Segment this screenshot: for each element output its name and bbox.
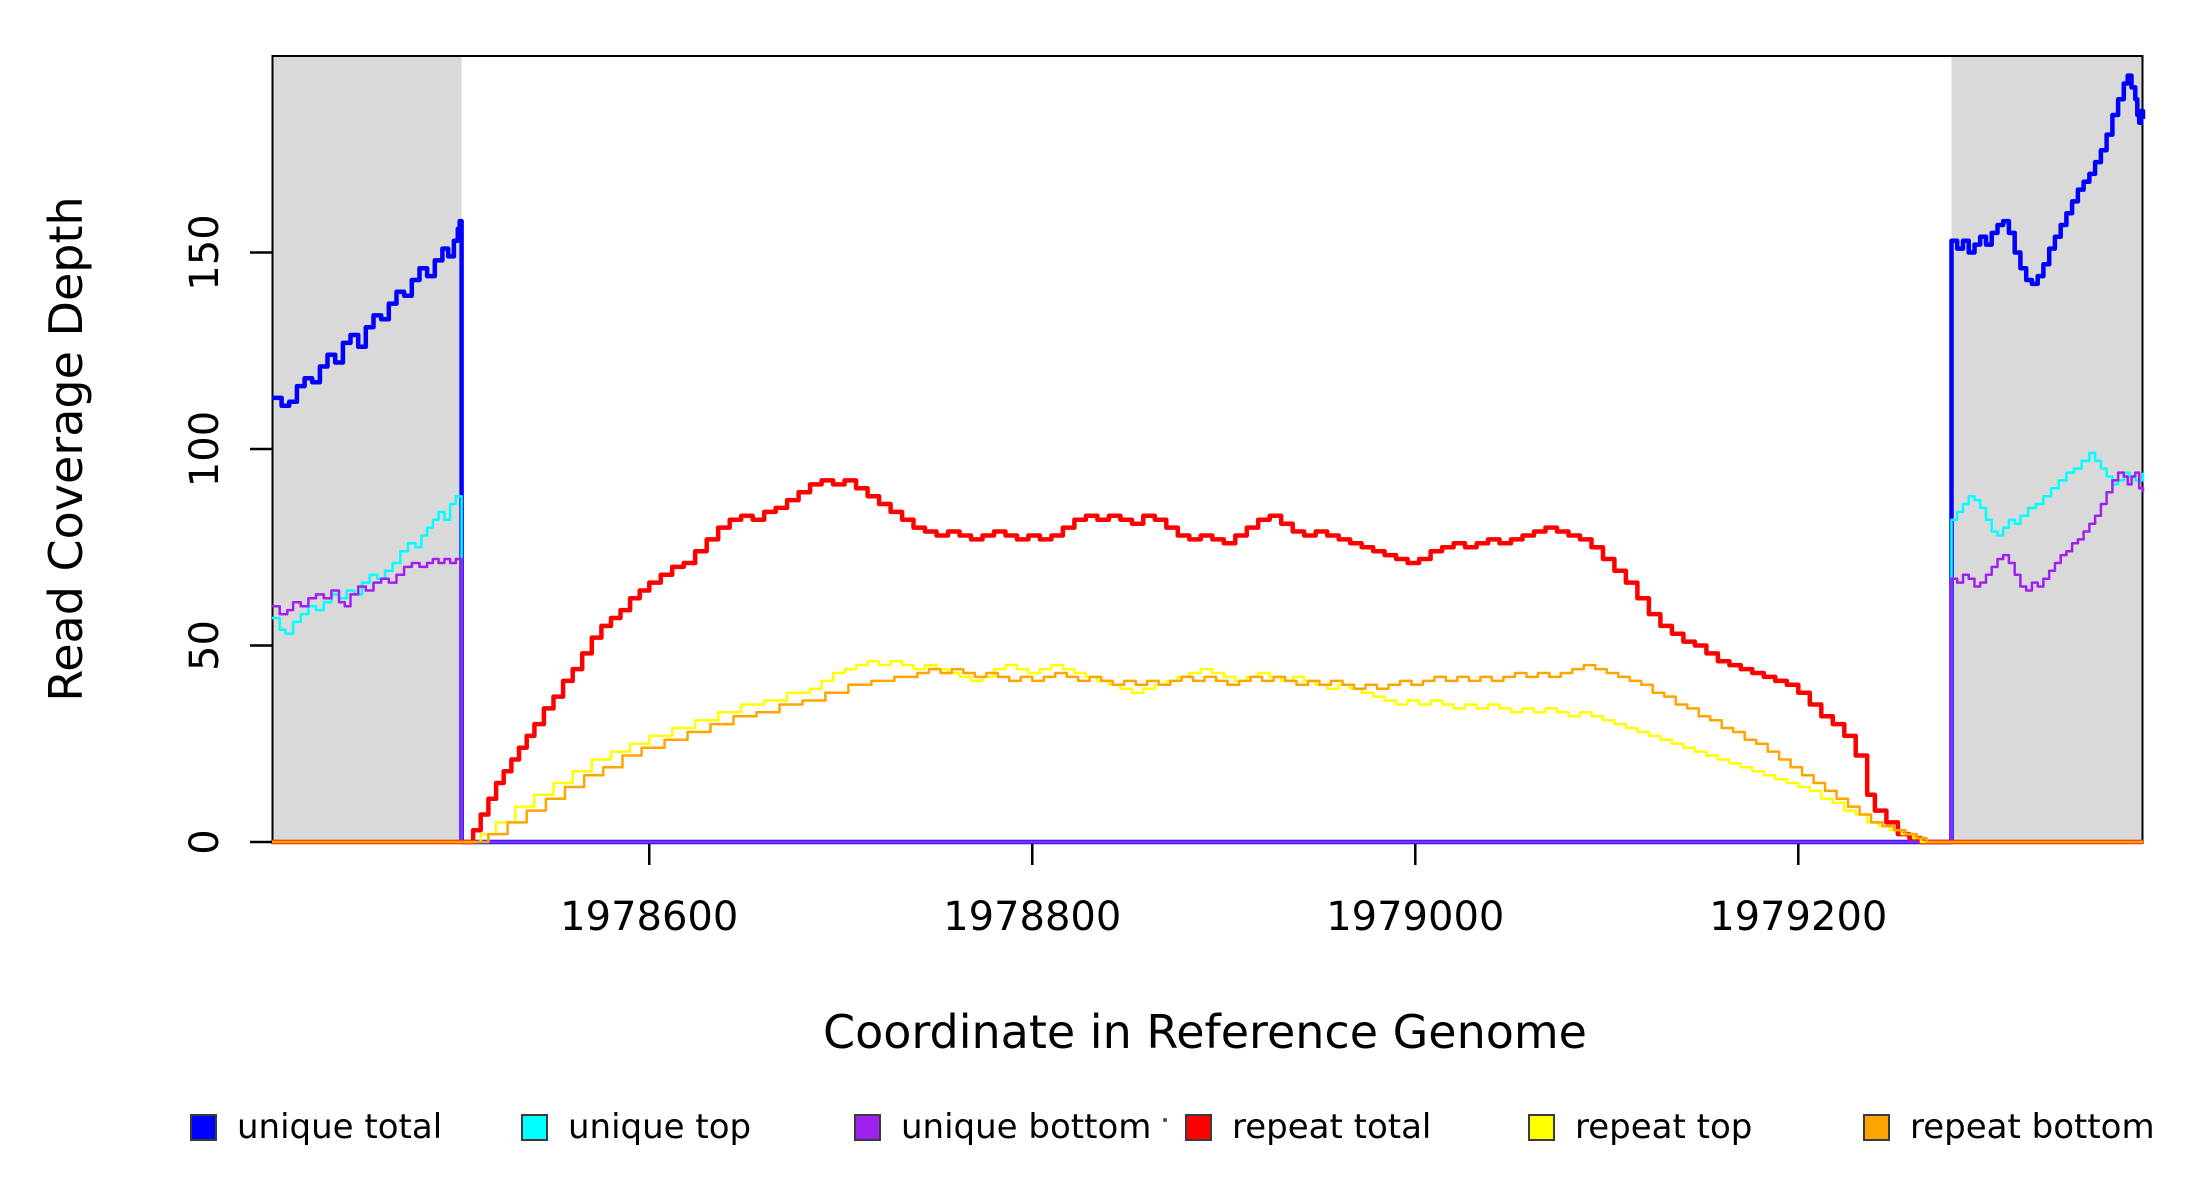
legend-item-repeat-total: repeat total	[1185, 1107, 1432, 1147]
series-line-unique-bottom	[272, 471, 2145, 844]
x-tick-label: 1978800	[943, 894, 1121, 940]
legend-label: repeat total	[1232, 1107, 1432, 1147]
legend-label: unique total	[237, 1107, 443, 1147]
plot-border	[271, 55, 2144, 844]
series-line-repeat-top	[272, 659, 2143, 844]
x-tick-label: 1979000	[1326, 894, 1504, 940]
series-line-repeat-bottom	[272, 663, 2143, 844]
x-axis-title: Coordinate in Reference Genome	[823, 1005, 1587, 1059]
series-line-repeat-total	[272, 478, 2143, 845]
y-tick-label: 0	[182, 829, 228, 854]
legend-item-repeat-top: repeat top	[1528, 1107, 1753, 1147]
y-tick-label: 50	[182, 620, 228, 671]
series-line-unique-total	[272, 73, 2146, 845]
legend-label: repeat bottom	[1910, 1107, 2155, 1147]
legend-stray-dot	[1163, 1118, 1167, 1122]
legend-item-unique-bottom: unique bottom	[854, 1107, 1152, 1147]
y-axis-title: Read Coverage Depth	[39, 196, 93, 702]
shaded-region	[272, 57, 462, 842]
legend-item-unique-total: unique total	[190, 1107, 443, 1147]
x-tick-label: 1979200	[1709, 894, 1887, 940]
legend-item-repeat-bottom: repeat bottom	[1863, 1107, 2155, 1147]
legend-item-unique-top: unique top	[521, 1107, 752, 1147]
legend-swatch-repeat-bottom	[1863, 1113, 1890, 1141]
legend-swatch-repeat-total	[1185, 1113, 1212, 1141]
series-line-unique-top	[272, 451, 2145, 844]
legend-swatch-unique-top	[521, 1113, 548, 1141]
legend-label: unique bottom	[901, 1107, 1152, 1147]
legend-label: unique top	[568, 1107, 752, 1147]
x-tick-label: 1978600	[560, 894, 738, 940]
legend-swatch-unique-total	[190, 1113, 217, 1141]
legend-label: repeat top	[1575, 1107, 1753, 1147]
legend-swatch-unique-bottom	[854, 1113, 881, 1141]
y-tick-label: 100	[182, 411, 228, 487]
shaded-region	[1951, 57, 2143, 842]
y-tick-label: 150	[182, 214, 228, 290]
legend-swatch-repeat-top	[1528, 1113, 1555, 1141]
